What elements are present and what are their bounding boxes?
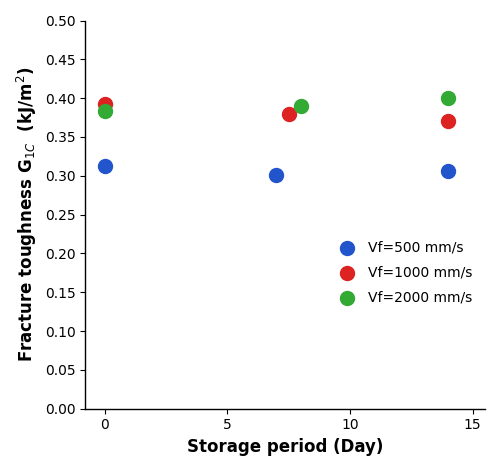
Vf=500 mm/s (101, 162, 109, 170)
Y-axis label: Fracture toughness G$_{1C}$  (kJ/m$^{2}$): Fracture toughness G$_{1C}$ (kJ/m$^{2}$) (15, 67, 39, 362)
Vf=500 mm/s (444, 167, 452, 175)
Legend: Vf=500 mm/s, Vf=1000 mm/s, Vf=2000 mm/s: Vf=500 mm/s, Vf=1000 mm/s, Vf=2000 mm/s (328, 235, 478, 310)
Vf=2000 mm/s (101, 107, 109, 115)
Vf=2000 mm/s (444, 94, 452, 102)
Vf=1000 mm/s (284, 110, 292, 117)
Vf=1000 mm/s (101, 100, 109, 107)
Vf=500 mm/s (272, 171, 280, 179)
Vf=1000 mm/s (444, 117, 452, 124)
X-axis label: Storage period (Day): Storage period (Day) (187, 438, 384, 456)
Vf=2000 mm/s (297, 102, 305, 110)
